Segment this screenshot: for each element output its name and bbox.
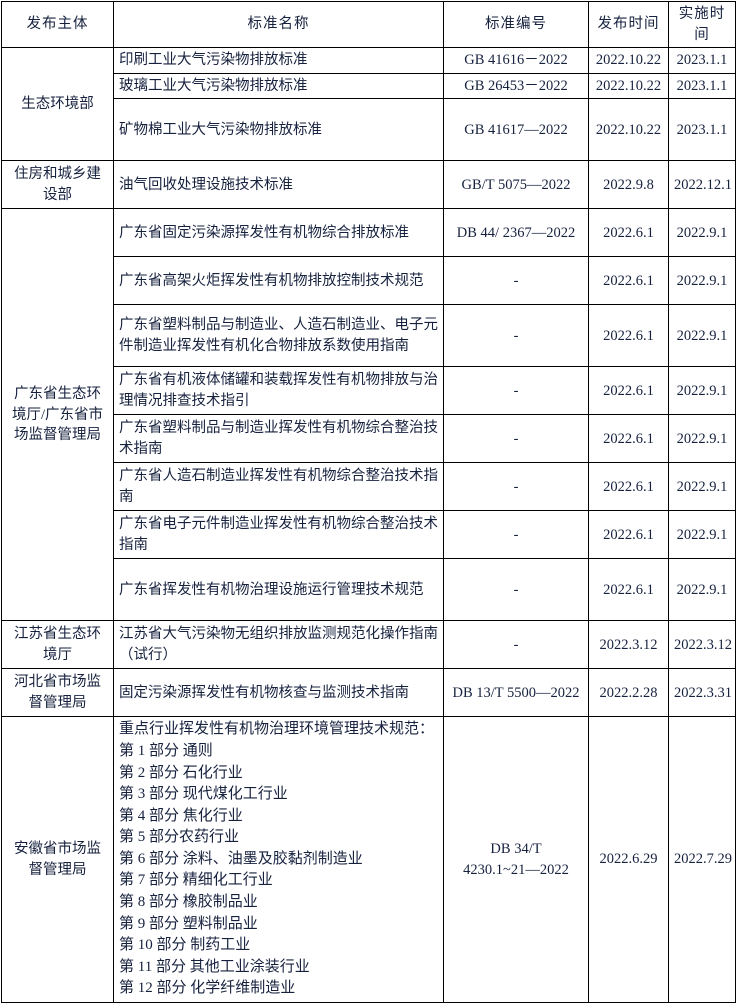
table-row: 广东省有机液体储罐和装载挥发性有机物排放与治理情况排查技术指引 - 2022.6…	[2, 366, 736, 416]
standard-code-cell: -	[443, 414, 589, 464]
standard-code-cell: -	[443, 366, 589, 416]
table-row: 安徽省市场监督管理局 重点行业挥发性有机物治理环境管理技术规范： 第 1 部分 …	[1, 716, 736, 1003]
table-row: 生态环境部 印刷工业大气污染物排放标准 GB 41616－2022 2022.1…	[1, 47, 736, 162]
standard-code-cell: GB/T 5075—2022	[443, 160, 589, 210]
table-body: 生态环境部 印刷工业大气污染物排放标准 GB 41616－2022 2022.1…	[1, 47, 736, 1003]
standard-name-cell: 矿物棉工业大气污染物排放标准	[113, 98, 444, 162]
column-header-standard-code: 标准编号	[443, 0, 589, 49]
header-row: 发布主体 标准名称 标准编号 发布时间 实施时间	[1, 0, 736, 49]
standard-code-cell: -	[443, 620, 589, 670]
issuer-cell: 江苏省生态环境厅	[1, 620, 114, 670]
issue-date-cell: 2022.6.29	[588, 716, 669, 1003]
table-row: 广东省塑料制品与制造业、人造石制造业、电子元件制造业挥发性有机化合物排放系数使用…	[2, 304, 736, 368]
standard-code-cell: GB 41617—2022	[443, 98, 589, 162]
issue-date-cell: 2022.10.22	[588, 98, 669, 162]
issuer-cell: 安徽省市场监督管理局	[1, 716, 114, 1003]
effective-date-cell: 2022.3.31	[668, 668, 736, 718]
issue-date-cell: 2022.10.22	[588, 47, 669, 74]
effective-date-cell: 2022.9.1	[668, 510, 736, 560]
standard-code-cell: -	[443, 304, 589, 368]
table-row: 矿物棉工业大气污染物排放标准 GB 41617—2022 2022.10.22 …	[2, 98, 736, 162]
column-header-standard-name: 标准名称	[113, 0, 444, 49]
standard-name-cell: 广东省挥发性有机物治理设施运行管理技术规范	[113, 558, 444, 622]
issue-date-cell: 2022.6.1	[588, 256, 669, 306]
standard-parts-list: 重点行业挥发性有机物治理环境管理技术规范： 第 1 部分 通则 第 2 部分 石…	[119, 721, 435, 997]
standard-name-cell: 广东省高架火炬挥发性有机物排放控制技术规范	[113, 256, 444, 306]
standard-name-cell: 广东省人造石制造业挥发性有机物综合整治技术指南	[113, 462, 444, 512]
standard-code-cell: -	[443, 558, 589, 622]
issue-date-cell: 2022.6.1	[588, 510, 669, 560]
table-row: 玻璃工业大气污染物排放标准 GB 26453－2022 2022.10.22 2…	[2, 72, 736, 100]
standard-name-cell: 玻璃工业大气污染物排放标准	[113, 72, 444, 100]
standard-code-cell: DB 13/T 5500—2022	[443, 668, 589, 718]
issuer-cell: 河北省市场监督管理局	[1, 668, 114, 718]
effective-date-cell: 2022.12.1	[668, 160, 736, 210]
table-row: 广东省挥发性有机物治理设施运行管理技术规范 - 2022.6.1 2022.9.…	[2, 558, 736, 622]
standard-code-cell: -	[443, 510, 589, 560]
standard-code-cell: DB 44/ 2367—2022	[443, 208, 589, 258]
table-row: 广东省高架火炬挥发性有机物排放控制技术规范 - 2022.6.1 2022.9.…	[2, 256, 736, 306]
standard-code-cell: GB 26453－2022	[443, 72, 589, 100]
table-row: 住房和城乡建设部 油气回收处理设施技术标准 GB/T 5075—2022 202…	[1, 160, 736, 210]
table-row: 广东省电子元件制造业挥发性有机物综合整治技术指南 - 2022.6.1 2022…	[2, 510, 736, 560]
table-row: 河北省市场监督管理局 固定污染源挥发性有机物核查与监测技术指南 DB 13/T …	[1, 668, 736, 718]
issue-date-cell: 2022.6.1	[588, 414, 669, 464]
issue-date-cell: 2022.6.1	[588, 208, 669, 258]
effective-date-cell: 2022.3.12	[668, 620, 736, 670]
standard-name-cell: 江苏省大气污染物无组织排放监测规范化操作指南（试行）	[113, 620, 444, 670]
effective-date-cell: 2022.9.1	[668, 366, 736, 416]
issue-date-cell: 2022.6.1	[588, 558, 669, 622]
table-row: 广东省人造石制造业挥发性有机物综合整治技术指南 - 2022.6.1 2022.…	[2, 462, 736, 512]
issuer-cell: 住房和城乡建设部	[1, 160, 114, 210]
effective-date-cell: 2022.9.1	[668, 304, 736, 368]
standard-code-cell: -	[443, 256, 589, 306]
standard-code-cell: -	[443, 462, 589, 512]
standard-code-cell: GB 41616－2022	[443, 47, 589, 74]
standard-name-cell: 广东省电子元件制造业挥发性有机物综合整治技术指南	[113, 510, 444, 560]
standard-name-cell: 油气回收处理设施技术标准	[113, 160, 444, 210]
standard-name-cell: 印刷工业大气污染物排放标准	[113, 47, 444, 74]
column-header-effective-date: 实施时间	[668, 0, 736, 49]
issue-date-cell: 2022.3.12	[588, 620, 669, 670]
effective-date-cell: 2022.7.29	[668, 716, 736, 1003]
standard-name-cell: 广东省固定污染源挥发性有机物综合排放标准	[113, 208, 444, 258]
issue-date-cell: 2022.9.8	[588, 160, 669, 210]
effective-date-cell: 2022.9.1	[668, 208, 736, 258]
issue-date-cell: 2022.6.1	[588, 462, 669, 512]
effective-date-cell: 2022.9.1	[668, 256, 736, 306]
issue-date-cell: 2022.6.1	[588, 304, 669, 368]
effective-date-cell: 2023.1.1	[668, 98, 736, 162]
table-row: 江苏省生态环境厅 江苏省大气污染物无组织排放监测规范化操作指南（试行） - 20…	[1, 620, 736, 670]
table-row: 广东省塑料制品与制造业挥发性有机物综合整治技术指南 - 2022.6.1 202…	[2, 414, 736, 464]
column-header-issue-date: 发布时间	[588, 0, 669, 49]
table-row: 广东省生态环境厅/广东省市场监督管理局 广东省固定污染源挥发性有机物综合排放标准…	[1, 208, 736, 622]
issue-date-cell: 2022.6.1	[588, 366, 669, 416]
standard-name-cell: 广东省塑料制品与制造业挥发性有机物综合整治技术指南	[113, 414, 444, 464]
effective-date-cell: 2022.9.1	[668, 558, 736, 622]
effective-date-cell: 2023.1.1	[668, 47, 736, 74]
issue-date-cell: 2022.10.22	[588, 72, 669, 100]
effective-date-cell: 2022.9.1	[668, 462, 736, 512]
standard-name-cell: 广东省有机液体储罐和装载挥发性有机物排放与治理情况排查技术指引	[113, 366, 444, 416]
column-header-issuer: 发布主体	[1, 0, 114, 49]
standard-name-cell: 广东省塑料制品与制造业、人造石制造业、电子元件制造业挥发性有机化合物排放系数使用…	[113, 304, 444, 368]
standard-name-cell: 固定污染源挥发性有机物核查与监测技术指南	[113, 668, 444, 718]
effective-date-cell: 2023.1.1	[668, 72, 736, 100]
table-header: 发布主体 标准名称 标准编号 发布时间 实施时间	[1, 0, 736, 49]
standard-name-cell: 重点行业挥发性有机物治理环境管理技术规范： 第 1 部分 通则 第 2 部分 石…	[113, 716, 444, 1003]
effective-date-cell: 2022.9.1	[668, 414, 736, 464]
issue-date-cell: 2022.2.28	[588, 668, 669, 718]
standard-code-cell: DB 34/T 4230.1~21—2022	[443, 716, 589, 1003]
issuer-cell: 生态环境部	[1, 47, 114, 162]
issuer-cell: 广东省生态环境厅/广东省市场监督管理局	[1, 208, 114, 622]
